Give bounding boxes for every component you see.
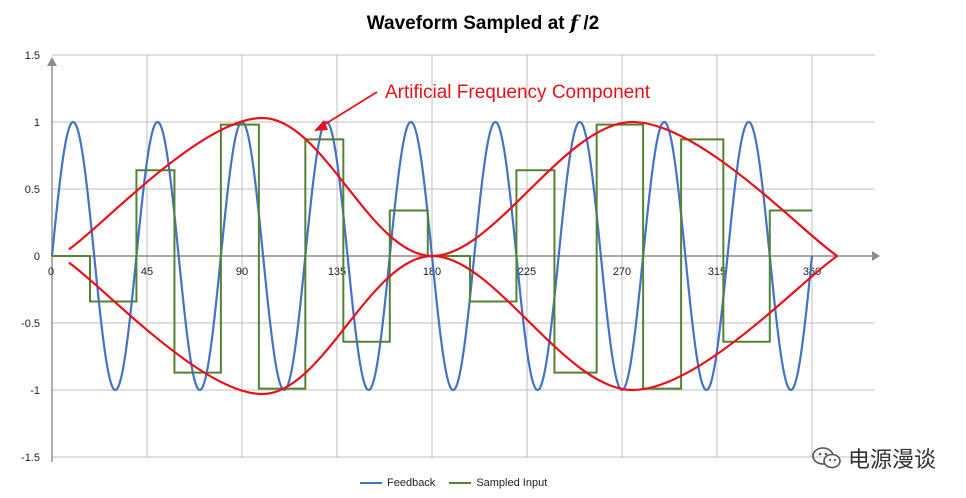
legend-label-feedback: Feedback xyxy=(387,477,436,489)
legend-label-sampled-input: Sampled Input xyxy=(476,477,548,489)
series-lines xyxy=(50,116,838,396)
y-tick-label: -1 xyxy=(30,385,40,397)
annotation-arrow-head xyxy=(314,120,328,131)
axes xyxy=(47,57,880,462)
y-tick-label: -0.5 xyxy=(21,318,40,330)
y-tick-label: 1.5 xyxy=(25,50,40,62)
x-tick-label: 45 xyxy=(141,266,153,278)
x-tick-label: 315 xyxy=(708,266,726,278)
tick-labels: 1.5 1 0.5 0 -0.5 -1 -1.5 0 45 90 135 180 225 270 315 36… xyxy=(21,50,821,464)
x-tick-label: 90 xyxy=(236,266,248,278)
chart-title: Waveform Sampled at f /2 xyxy=(0,12,966,35)
x-axis-arrow xyxy=(872,251,880,261)
x-tick-label: 0 xyxy=(48,266,54,278)
annotation-text: Artificial Frequency Component xyxy=(385,82,651,103)
legend-swatch-sampled-input xyxy=(449,482,472,484)
legend-swatch-feedback xyxy=(360,482,382,484)
y-axis-arrow xyxy=(47,57,57,66)
annotation-arrow-line xyxy=(321,91,378,127)
annotation-group: Artificial Frequency Component xyxy=(314,82,651,131)
wechat-icon xyxy=(812,447,841,469)
y-tick-label: 1 xyxy=(34,117,40,129)
x-tick-label: 225 xyxy=(518,266,536,278)
x-tick-label: 360 xyxy=(803,266,821,278)
legend: Feedback Sampled Input xyxy=(360,477,547,489)
x-tick-label: 135 xyxy=(328,266,346,278)
watermark: 电源漫谈 xyxy=(812,442,936,474)
title-variable: f xyxy=(569,12,579,34)
sampled-input-line xyxy=(52,123,812,390)
watermark-text: 电源漫谈 xyxy=(847,447,936,472)
y-tick-label: 0.5 xyxy=(25,184,40,196)
legend-item-sampled-input: Sampled Input xyxy=(449,477,547,489)
envelope-lower-line xyxy=(68,254,838,396)
legend-item-feedback: Feedback xyxy=(360,477,435,489)
y-tick-label: 0 xyxy=(34,251,40,263)
y-tick-label: -1.5 xyxy=(21,452,40,464)
x-tick-label: 270 xyxy=(613,266,631,278)
x-tick-label: 180 xyxy=(423,266,441,278)
title-suffix: /2 xyxy=(578,13,600,34)
title-prefix: Waveform Sampled at xyxy=(366,13,570,34)
